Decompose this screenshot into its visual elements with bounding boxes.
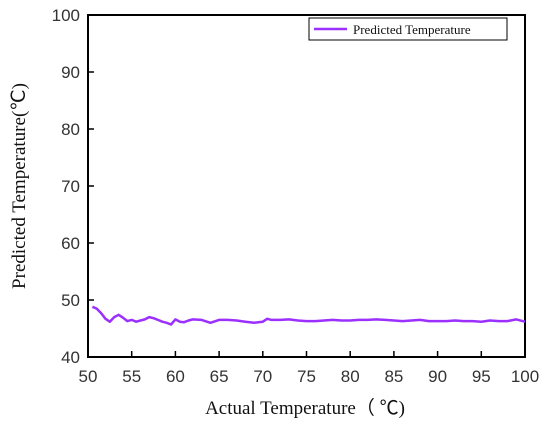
legend-label: Predicted Temperature — [353, 22, 471, 37]
y-tick-label: 60 — [61, 234, 80, 253]
plot-border — [87, 14, 526, 358]
x-tick-label: 100 — [511, 367, 539, 386]
x-tick-label: 85 — [384, 367, 403, 386]
plot-frame — [87, 14, 526, 358]
legend: Predicted Temperature — [308, 17, 508, 41]
y-tick-label: 50 — [61, 291, 80, 310]
x-tick-label: 60 — [166, 367, 185, 386]
legend-box — [308, 17, 508, 41]
x-tick-label: 80 — [341, 367, 360, 386]
y-tick-label: 80 — [61, 120, 80, 139]
y-tick-label: 90 — [61, 63, 80, 82]
series-layer — [91, 305, 526, 326]
x-tick-label: 70 — [253, 367, 272, 386]
series-line — [91, 305, 526, 326]
x-tick-label: 65 — [210, 367, 229, 386]
x-axis-ticks: 50 55 60 65 70 75 80 85 90 95 100 — [79, 351, 539, 386]
y-tick-label: 100 — [52, 6, 80, 25]
x-tick-label: 95 — [472, 367, 491, 386]
y-tick-label: 70 — [61, 177, 80, 196]
x-axis-title: Actual Temperature（ ℃) — [205, 397, 405, 419]
y-axis-title: Predicted Temperature(℃) — [9, 83, 30, 289]
y-tick-label: 40 — [61, 348, 80, 367]
x-tick-label: 90 — [428, 367, 447, 386]
x-tick-label: 75 — [297, 367, 316, 386]
x-tick-label: 50 — [79, 367, 98, 386]
x-tick-label: 55 — [122, 367, 141, 386]
y-axis-ticks: 40 50 60 70 80 90 100 — [52, 6, 94, 367]
